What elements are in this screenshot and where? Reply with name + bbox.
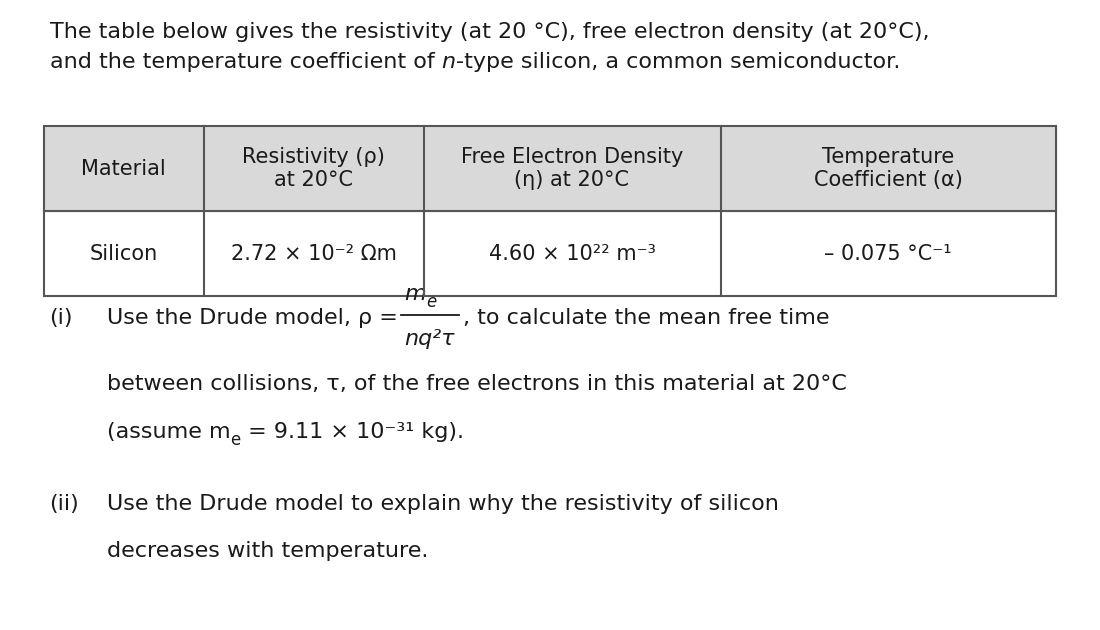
- Text: decreases with temperature.: decreases with temperature.: [107, 541, 428, 561]
- Text: nq²τ: nq²τ: [405, 329, 455, 349]
- Text: -type silicon, a common semiconductor.: -type silicon, a common semiconductor.: [455, 52, 900, 72]
- Text: (assume m: (assume m: [107, 421, 230, 442]
- Text: 4.60 × 10²² m⁻³: 4.60 × 10²² m⁻³: [488, 244, 656, 263]
- Text: n: n: [441, 52, 455, 72]
- Text: e: e: [230, 432, 241, 449]
- Text: and the temperature coefficient of: and the temperature coefficient of: [50, 52, 441, 72]
- Text: Silicon: Silicon: [89, 244, 158, 263]
- Text: Use the Drude model, ρ =: Use the Drude model, ρ =: [107, 308, 405, 328]
- Text: Resistivity (ρ)
at 20°C: Resistivity (ρ) at 20°C: [242, 147, 385, 190]
- Text: (i): (i): [50, 308, 73, 328]
- Text: 2.72 × 10⁻² Ωm: 2.72 × 10⁻² Ωm: [231, 244, 396, 263]
- Text: = 9.11 × 10⁻³¹ kg).: = 9.11 × 10⁻³¹ kg).: [241, 421, 463, 442]
- Text: – 0.075 °C⁻¹: – 0.075 °C⁻¹: [824, 244, 953, 263]
- Text: Temperature
Coefficient (α): Temperature Coefficient (α): [814, 147, 962, 190]
- Text: , to calculate the mean free time: , to calculate the mean free time: [463, 308, 829, 328]
- Text: m: m: [405, 284, 427, 304]
- Bar: [44, 126, 1056, 296]
- Text: between collisions, τ, of the free electrons in this material at 20°C: between collisions, τ, of the free elect…: [107, 374, 847, 394]
- Text: The table below gives the resistivity (at 20 °C), free electron density (at 20°C: The table below gives the resistivity (a…: [50, 22, 929, 42]
- Text: Material: Material: [81, 159, 166, 178]
- Text: Use the Drude model to explain why the resistivity of silicon: Use the Drude model to explain why the r…: [107, 494, 779, 514]
- Text: e: e: [427, 293, 437, 311]
- Text: Free Electron Density
(η) at 20°C: Free Electron Density (η) at 20°C: [461, 147, 683, 190]
- Text: (ii): (ii): [50, 494, 79, 514]
- Bar: [44, 126, 1056, 211]
